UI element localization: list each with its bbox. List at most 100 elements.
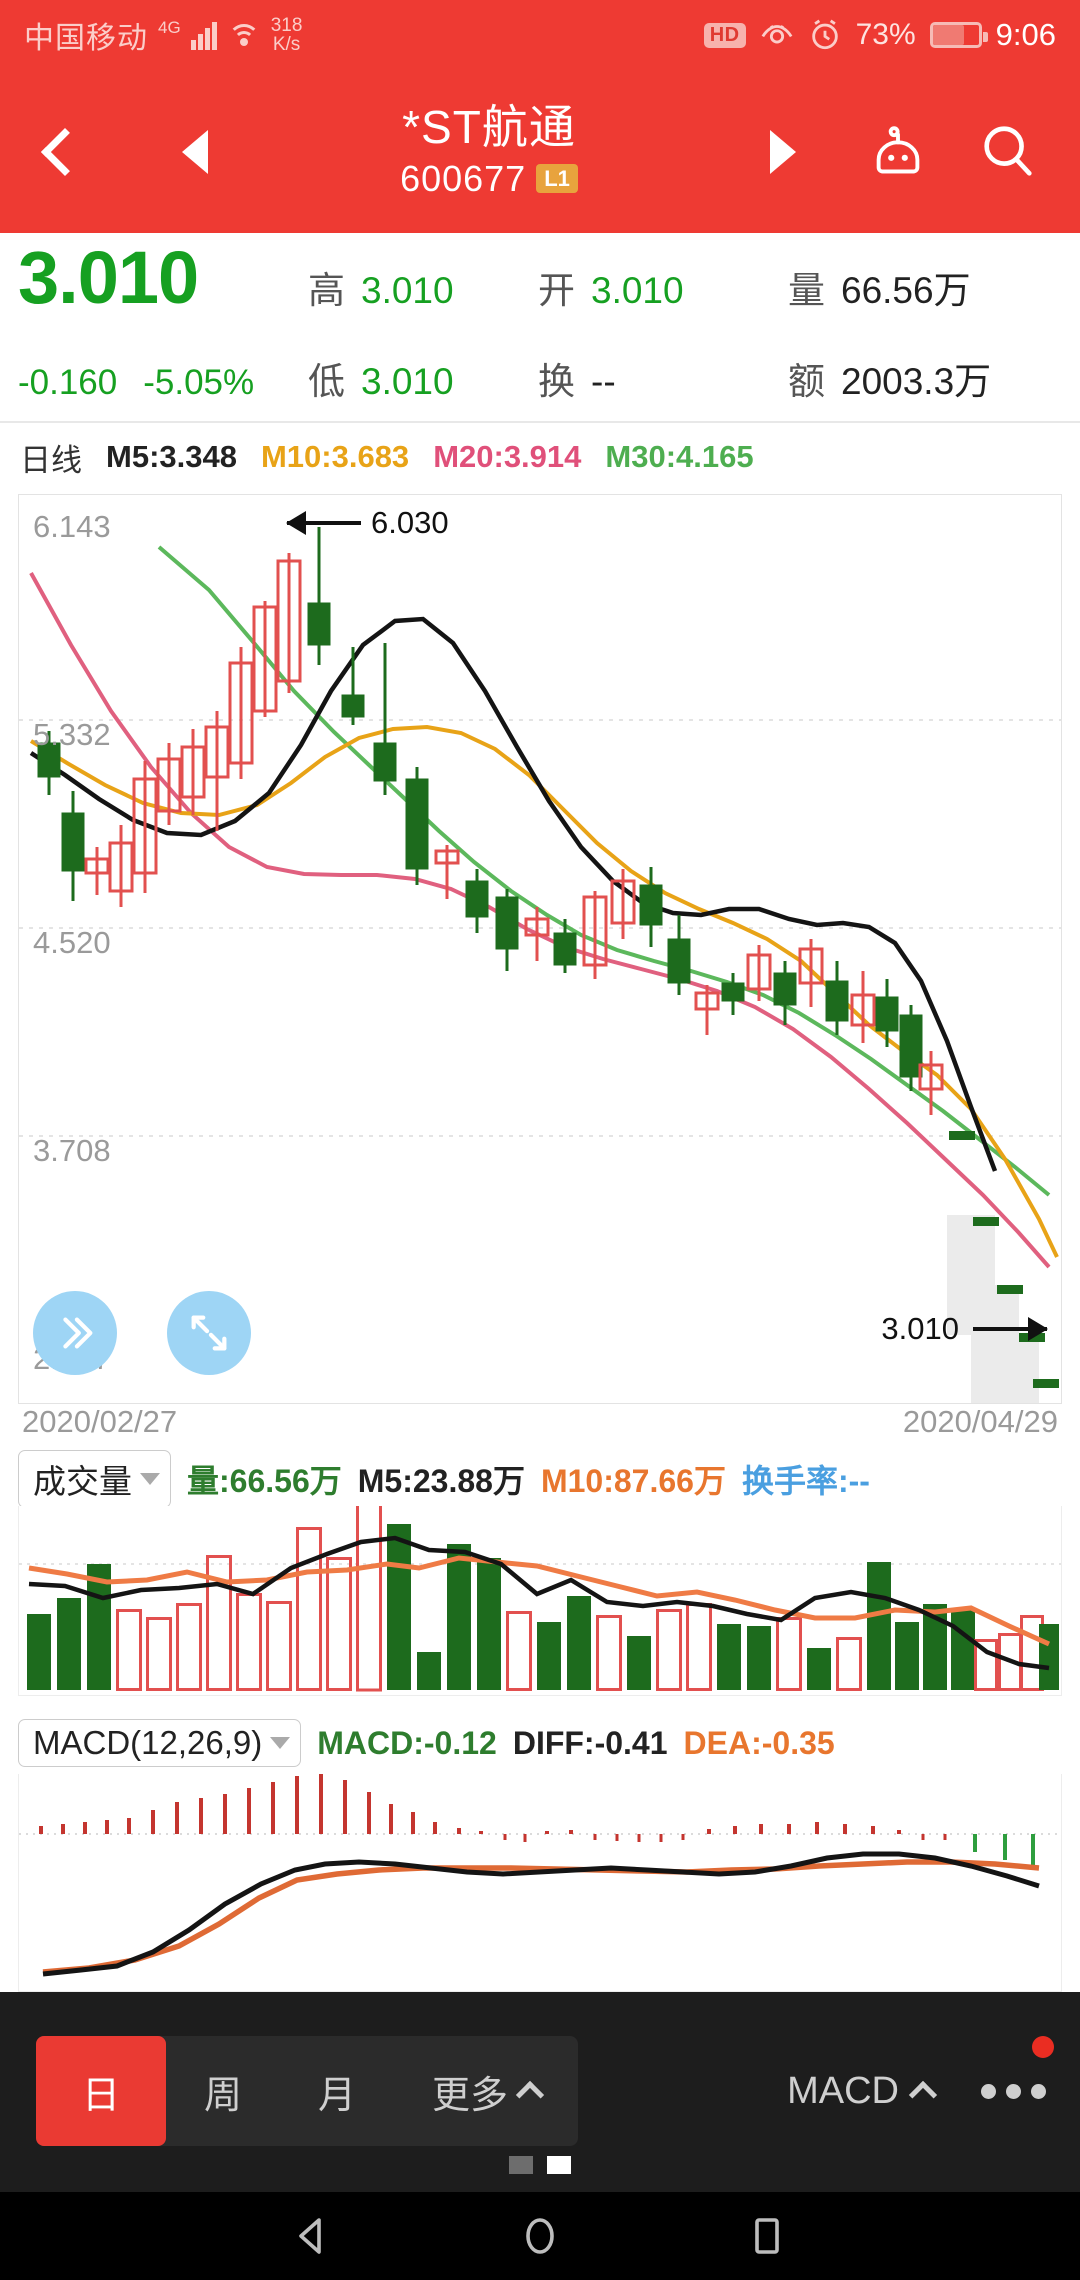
volume-value-legend: 量:66.56万 — [187, 1463, 342, 1499]
ma10-legend: M10:3.683 — [260, 439, 410, 474]
high-price-value: 6.030 — [371, 505, 449, 540]
battery-icon — [929, 22, 988, 48]
y-axis-label-2: 4.520 — [33, 925, 111, 960]
volume-ma10-line — [28, 1555, 1051, 1647]
gap-shading — [947, 1215, 1039, 1403]
overflow-menu-button[interactable] — [977, 2035, 1054, 2113]
page-dot-active — [547, 2156, 571, 2174]
bottom-toolbar: 日 周 月 更多 MACD — [0, 1992, 1080, 2192]
network-speed-value: 318 — [270, 15, 303, 36]
current-price: 3.010 — [18, 236, 199, 319]
network-speed-unit: K/s — [272, 34, 301, 55]
more-dot — [1031, 2083, 1046, 2099]
status-bar-right: HD 73% 9:06 — [703, 17, 1056, 53]
ma-legend: 日线 M5:3.348 M10:3.683 M20:3.914 M30:4.16… — [0, 432, 1080, 482]
status-bar: 中国移动 4G 318 K/s HD 73% — [0, 0, 1080, 70]
ma5-legend: M5:3.348 — [106, 439, 237, 474]
macd-indicator-selector[interactable]: MACD(12,26,9) — [18, 1719, 302, 1767]
volume-chart[interactable] — [18, 1506, 1062, 1696]
macd-selector-label: MACD(12,26,9) — [33, 1724, 263, 1761]
indicator-selector-button[interactable]: MACD — [787, 2069, 938, 2113]
back-button[interactable] — [0, 127, 130, 176]
change-percent: -5.05% — [143, 363, 255, 402]
search-button[interactable] — [958, 102, 1058, 202]
nav-back-triangle-icon — [299, 2218, 322, 2254]
macd-chart[interactable] — [18, 1774, 1062, 1992]
triangle-left-icon — [182, 129, 208, 174]
quote-row-1: 3.010 高 3.010 开 3.010 量 66.56万 — [18, 241, 1062, 315]
nav-back-button[interactable] — [289, 2212, 337, 2260]
candles — [37, 527, 1059, 1388]
nav-home-button[interactable] — [516, 2212, 564, 2260]
quote-panel[interactable]: 3.010 高 3.010 开 3.010 量 66.56万 -0.160 -5… — [0, 233, 1080, 423]
robot-assistant-button[interactable] — [848, 102, 948, 202]
wifi-icon — [227, 22, 261, 48]
tab-day[interactable]: 日 — [36, 2036, 166, 2146]
macd-dea-legend: DEA:-0.35 — [683, 1724, 835, 1761]
arrow-left-icon — [286, 511, 361, 535]
header-actions — [848, 102, 1080, 202]
quote-field-open: 开 3.010 — [538, 260, 788, 314]
macd-dea-line — [42, 1859, 1040, 1975]
volume-panel-header: 成交量 量:66.56万 M5:23.88万 M10:87.66万 换手率:-- — [18, 1450, 1062, 1508]
date-end-label: 2020/04/29 — [902, 1404, 1058, 1439]
nav-recents-button[interactable] — [743, 2212, 791, 2260]
notification-badge — [1032, 2035, 1054, 2058]
caret-down-icon — [270, 1737, 291, 1749]
stock-title-block[interactable]: *ST航通 600677 L1 — [260, 103, 718, 199]
period-tab-group: 日 周 月 更多 — [36, 2036, 579, 2146]
macd-value-legend: MACD:-0.12 — [317, 1724, 497, 1761]
volume-ma10-legend: M10:87.66万 — [540, 1463, 726, 1499]
y-axis-label-0: 6.143 — [33, 509, 111, 544]
tab-week[interactable]: 周 — [204, 2074, 243, 2117]
chart-date-axis: 2020/02/27 2020/04/29 — [18, 1404, 1062, 1440]
turnover-rate-legend: 换手率:-- — [741, 1463, 870, 1499]
stock-subtitle: 600677 L1 — [400, 158, 578, 200]
previous-stock-button[interactable] — [130, 129, 260, 174]
macd-histogram-positive — [39, 1774, 901, 1834]
main-candlestick-chart[interactable]: 6.143 5.332 4.520 3.708 2.897 6.030 3.01… — [18, 494, 1062, 1404]
level-badge: L1 — [536, 163, 578, 194]
volume-ma5-legend: M5:23.88万 — [357, 1463, 525, 1499]
collapse-chart-button[interactable] — [33, 1291, 117, 1375]
volume-indicator-selector[interactable]: 成交量 — [18, 1450, 171, 1508]
battery-percent-label: 73% — [855, 18, 916, 51]
more-dot — [1006, 2083, 1021, 2099]
date-start-label: 2020/02/27 — [22, 1404, 178, 1439]
eye-comfort-icon — [760, 18, 794, 52]
chevron-up-icon — [908, 2080, 938, 2110]
tab-more[interactable]: 更多 — [394, 2036, 578, 2146]
macd-histogram-negative — [973, 1834, 1035, 1866]
gridlines — [19, 719, 1061, 1137]
alarm-icon — [808, 18, 842, 52]
macd-histogram-small — [503, 1834, 947, 1842]
ma20-legend: M20:3.914 — [433, 439, 582, 474]
fullscreen-button[interactable] — [167, 1291, 251, 1375]
quote-value-volume: 66.56万 — [841, 270, 971, 311]
caret-down-icon — [140, 1473, 160, 1485]
quote-field-high: 高 3.010 — [308, 260, 538, 314]
macd-svg — [19, 1774, 1061, 1977]
triangle-right-icon — [770, 129, 796, 174]
network-type-label: 4G — [158, 17, 181, 37]
ma30-line — [157, 545, 1051, 1197]
nav-home-circle-icon — [526, 2218, 554, 2254]
tab-month[interactable]: 月 — [318, 2074, 357, 2117]
volume-selector-label: 成交量 — [33, 1463, 132, 1500]
page-dot — [509, 2156, 533, 2174]
next-stock-button[interactable] — [718, 129, 848, 174]
expand-arrows-icon — [191, 1315, 227, 1351]
quote-value-amount: 2003.3万 — [841, 361, 992, 402]
indicator-selector-label: MACD — [787, 2069, 899, 2112]
tab-more-label: 更多 — [432, 2074, 509, 2117]
stock-name: *ST航通 — [402, 101, 576, 154]
quote-value-low: 3.010 — [361, 361, 454, 402]
quote-label-open: 开 — [538, 270, 575, 311]
volume-svg — [19, 1506, 1061, 1692]
y-axis-label-3: 3.708 — [33, 1133, 111, 1168]
arrow-right-icon — [973, 1317, 1048, 1341]
stock-code: 600677 — [400, 157, 527, 199]
quote-value-turnover: -- — [591, 361, 616, 402]
status-bar-left: 中国移动 4G 318 K/s — [24, 13, 302, 57]
